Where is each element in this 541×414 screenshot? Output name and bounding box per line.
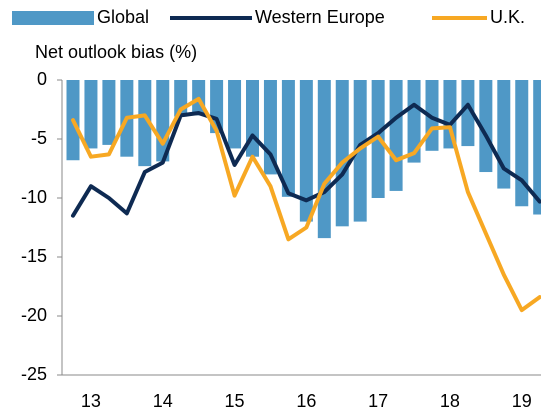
axis-title: Net outlook bias (%): [35, 42, 197, 62]
x-tick-label: 18: [440, 391, 460, 411]
x-tick-label: 15: [225, 391, 245, 411]
bar: [479, 80, 493, 173]
y-tick-label: 0: [37, 69, 47, 89]
line: [71, 102, 541, 218]
x-tick-label: 13: [81, 391, 101, 411]
bar: [461, 80, 475, 147]
x-tick-label: 17: [368, 391, 388, 411]
bar: [533, 80, 541, 215]
bar: [299, 80, 313, 222]
bar: [102, 80, 116, 145]
bar: [84, 80, 98, 149]
y-tick-label: -25: [21, 364, 47, 384]
legend: Global Western Europe U.K.: [12, 7, 525, 27]
x-tick-label: 19: [512, 391, 532, 411]
bar: [281, 80, 295, 197]
plot-area: [66, 80, 541, 313]
bar: [228, 80, 242, 149]
x-tick-label: 14: [153, 391, 173, 411]
bar: [407, 80, 421, 163]
legend-swatch: [12, 11, 94, 25]
line: [71, 96, 541, 313]
bar: [138, 80, 152, 167]
y-tick-label: -20: [21, 305, 47, 325]
bar: [389, 80, 403, 191]
axes: -25 -20 -15 -10 -5 0 13 14 15 16 17 18 19: [21, 69, 541, 411]
legend-label: Western Europe: [255, 7, 385, 27]
bar: [317, 80, 331, 239]
y-tick-label: -5: [31, 128, 47, 148]
bar: [335, 80, 349, 227]
legend-label: Global: [97, 7, 149, 27]
y-tick-label: -10: [21, 187, 47, 207]
bar: [443, 80, 457, 149]
x-tick-label: 16: [296, 391, 316, 411]
legend-label: U.K.: [490, 7, 525, 27]
bar: [515, 80, 529, 207]
y-tick-label: -15: [21, 246, 47, 266]
